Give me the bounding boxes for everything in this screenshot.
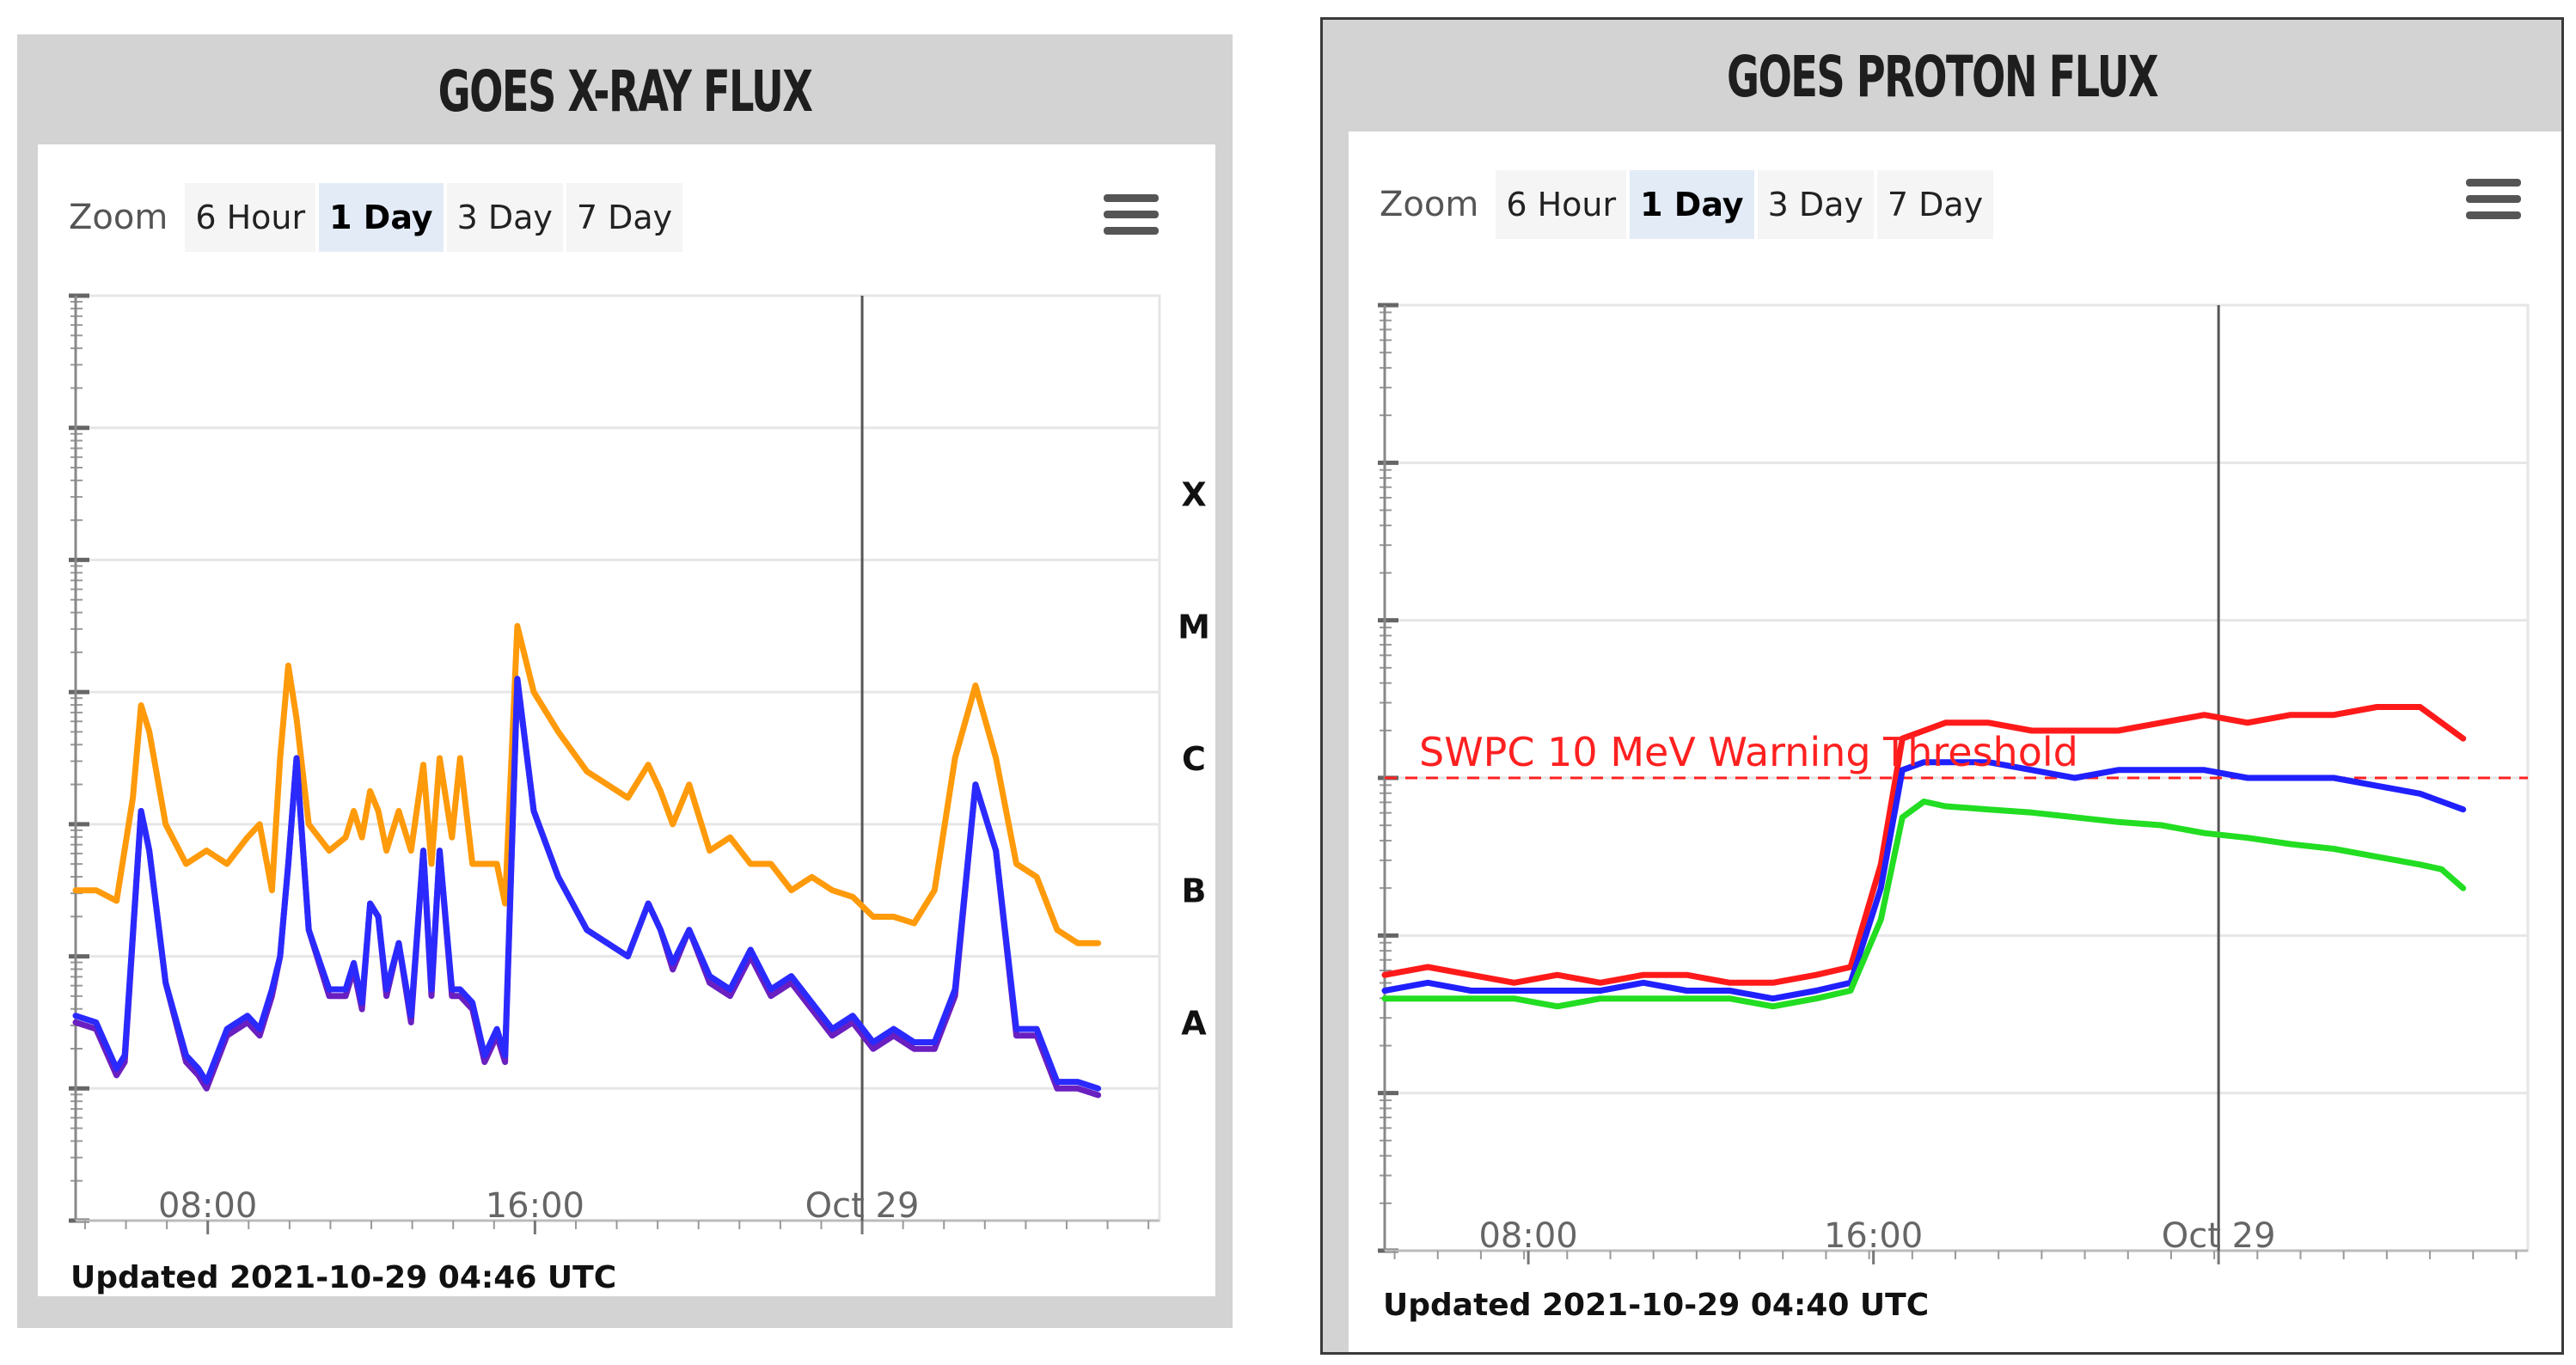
xray-card: Zoom 6 Hour 1 Day 3 Day 7 Day 08:00 16:00… [38, 144, 1215, 1296]
xray-x-tick-label: 16:00 [486, 1186, 584, 1226]
proton-threshold-label: SWPC 10 MeV Warning Threshold [1419, 729, 2078, 775]
proton-zoom-3-day-button[interactable]: 3 Day [1757, 170, 1874, 239]
proton-zoom-7-day-button[interactable]: 7 Day [1876, 170, 1994, 239]
xray-chart: 08:00 16:00 Oct 29 X M C B A [69, 293, 1210, 1234]
xray-zoom-3-day-button[interactable]: 3 Day [446, 183, 563, 252]
xray-x-tick-label: 08:00 [158, 1186, 257, 1226]
xray-series-line-2 [72, 676, 1102, 1092]
xray-x-tick-label: Oct 29 [805, 1186, 920, 1226]
proton-x-tick-label: 08:00 [1478, 1216, 1577, 1256]
proton-x-tick-label: Oct 29 [2162, 1216, 2276, 1256]
xray-flare-class-label: B [1182, 872, 1207, 910]
xray-flare-class-label: A [1181, 1004, 1207, 1042]
proton-zoom-bar: Zoom 6 Hour 1 Day 3 Day 7 Day [1380, 166, 1997, 243]
proton-zoom-6-hour-button[interactable]: 6 Hour [1496, 170, 1627, 239]
proton-x-tick-label: 16:00 [1824, 1216, 1923, 1256]
xray-series-line-0 [72, 622, 1102, 946]
proton-series-line-2 [1381, 799, 2467, 1010]
xray-flare-class-label: X [1181, 476, 1206, 514]
xray-zoom-label: Zoom [69, 198, 168, 237]
xray-zoom-1-day-button[interactable]: 1 Day [319, 183, 444, 252]
xray-panel-title: GOES X-RAY FLUX [437, 58, 813, 125]
xray-zoom-7-day-button[interactable]: 7 Day [566, 183, 683, 252]
proton-hamburger-menu-icon[interactable] [2466, 179, 2521, 223]
proton-series-line-0 [1381, 704, 2467, 986]
proton-panel: GOES PROTON FLUX Zoom 6 Hour 1 Day 3 Day… [1320, 17, 2564, 1355]
xray-updated-text: Updated 2021-10-29 04:46 UTC [70, 1260, 617, 1295]
proton-panel-title: GOES PROTON FLUX [1727, 44, 2159, 110]
xray-flare-class-label: M [1178, 608, 1210, 646]
proton-zoom-1-day-button[interactable]: 1 Day [1630, 170, 1754, 239]
proton-chart: 08:00 16:00 Oct 29 SWPC 10 MeV Warning Thre… [1378, 303, 2530, 1264]
proton-card: Zoom 6 Hour 1 Day 3 Day 7 Day 08:00 16:00… [1349, 132, 2561, 1352]
xray-flare-class-label: C [1182, 740, 1206, 778]
xray-zoom-bar: Zoom 6 Hour 1 Day 3 Day 7 Day [69, 179, 686, 256]
xray-hamburger-menu-icon[interactable] [1104, 194, 1159, 239]
proton-series-line-1 [1381, 759, 2467, 1002]
xray-series-line-1 [72, 676, 1102, 1099]
xray-panel: GOES X-RAY FLUX Zoom 6 Hour 1 Day 3 Day … [17, 34, 1233, 1328]
xray-zoom-6-hour-button[interactable]: 6 Hour [185, 183, 316, 252]
proton-zoom-label: Zoom [1380, 185, 1479, 224]
proton-updated-text: Updated 2021-10-29 04:40 UTC [1383, 1288, 1930, 1323]
